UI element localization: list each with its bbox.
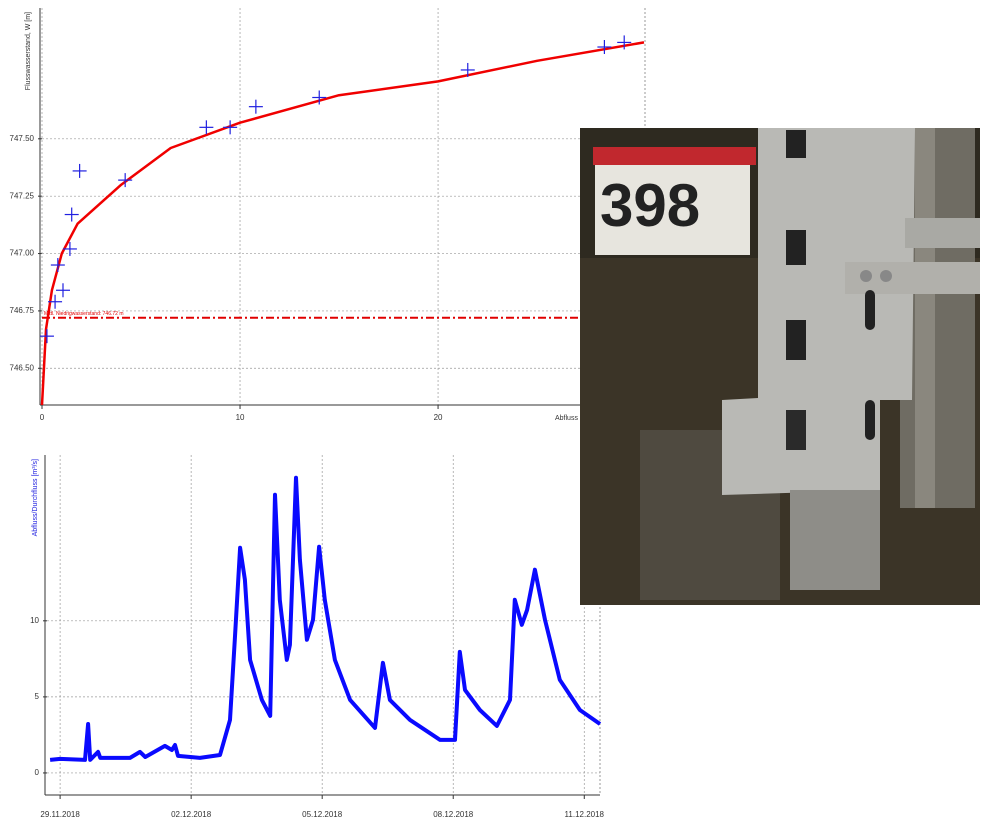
photo-sign-top <box>593 147 756 165</box>
y-tick-label: 747.25 <box>10 191 35 200</box>
y-axis-label: Flusswasserstand, W [m] <box>25 12 32 90</box>
y-tick-label: 747.00 <box>10 249 35 258</box>
screen: 746.50 746.75 747.00 747.25 747.50 0 10 20 Mittl… <box>0 0 986 825</box>
x-tick-label: 20 <box>434 413 443 422</box>
y-tick-label: 746.75 <box>10 306 35 315</box>
photo-hole <box>786 130 806 158</box>
x-tick-label: 02.12.2018 <box>171 810 212 819</box>
photo-hole <box>786 230 806 265</box>
y-tick-label: 0 <box>35 768 40 777</box>
y-tick-label: 746.50 <box>10 363 35 372</box>
page: 746.50 746.75 747.00 747.25 747.50 0 10 20 Mittl… <box>0 0 986 825</box>
x-tick-label: 05.12.2018 <box>302 810 343 819</box>
y-tick-label: 10 <box>30 616 39 625</box>
gauge-photo: 398 <box>580 128 980 605</box>
photo-bolt <box>880 270 892 282</box>
x-tick-label: 10 <box>236 413 245 422</box>
photo-hole <box>786 410 806 450</box>
x-tick-label: 08.12.2018 <box>433 810 474 819</box>
photo-hole <box>865 400 875 440</box>
y-axis-label: Abfluss/Durchfluss [m³/s] <box>32 459 39 536</box>
photo-post-highlight <box>915 128 935 508</box>
x-tick-label: 0 <box>40 413 45 422</box>
y-tick-label: 747.50 <box>10 134 35 143</box>
y-tick-label: 5 <box>35 692 40 701</box>
sign-number: 398 <box>600 172 700 239</box>
photo-plate-lower <box>790 490 880 590</box>
photo-bracket <box>905 218 980 248</box>
x-tick-label: 11.12.2018 <box>565 810 605 819</box>
x-axis-label: Abfluss <box>555 415 578 422</box>
photo-hole <box>865 290 875 330</box>
photo-bolt <box>860 270 872 282</box>
reference-label: Mittl. Niedrigwasserstand: 746.72 m <box>44 311 123 317</box>
x-tick-label: 29.11.2018 <box>40 810 80 819</box>
photo-hole <box>786 320 806 360</box>
